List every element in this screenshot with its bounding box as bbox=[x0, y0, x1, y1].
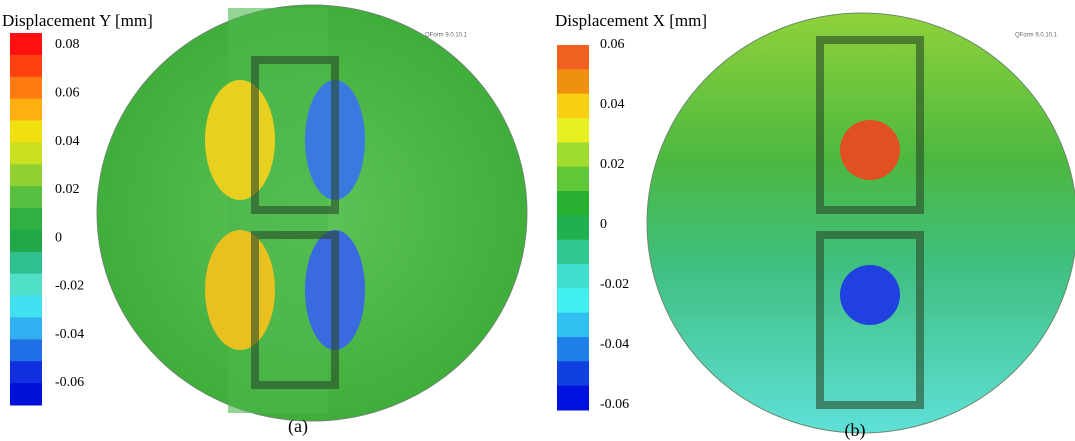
legend-label: 0.06 bbox=[55, 86, 80, 101]
colorbar-band bbox=[10, 229, 42, 253]
legend-label: 0.02 bbox=[55, 182, 80, 197]
colorbar-band bbox=[10, 142, 42, 165]
colorbar-band bbox=[10, 164, 42, 187]
legend-label: 0.08 bbox=[55, 37, 80, 52]
colorbar-band bbox=[557, 93, 589, 119]
watermark: QForm 9.0.10.1 bbox=[1015, 33, 1058, 39]
colorbar-band bbox=[10, 33, 42, 56]
legend-label: -0.04 bbox=[600, 337, 629, 352]
colorbar-band bbox=[557, 166, 589, 192]
legend-label: 0.04 bbox=[55, 134, 80, 149]
colorbar-band bbox=[10, 383, 42, 406]
caption: (b) bbox=[845, 420, 866, 441]
colorbar-band bbox=[557, 69, 589, 95]
colorbar-band bbox=[10, 54, 42, 78]
caption: (a) bbox=[288, 416, 308, 437]
legend-label: -0.04 bbox=[55, 327, 84, 342]
watermark: QForm 9.0.10.1 bbox=[425, 33, 468, 39]
colorbar-band bbox=[557, 361, 589, 387]
colorbar-band bbox=[10, 339, 42, 362]
panel-title: Displacement Y [mm] bbox=[2, 11, 153, 30]
legend-label: 0.02 bbox=[600, 157, 625, 172]
colorbar-band bbox=[10, 186, 42, 209]
legend-label: -0.02 bbox=[55, 279, 84, 294]
colorbar-band bbox=[10, 208, 42, 231]
legend-label: 0 bbox=[55, 230, 62, 245]
colorbar-band bbox=[557, 191, 589, 216]
legend-label: -0.02 bbox=[600, 277, 629, 292]
colorbar-band bbox=[557, 312, 589, 338]
colorbar-band bbox=[10, 361, 42, 384]
colorbar-band bbox=[557, 142, 589, 168]
legend-label: -0.06 bbox=[600, 397, 629, 412]
colorbar-band bbox=[557, 288, 589, 314]
disk-b bbox=[646, 12, 1075, 434]
legend-label: 0.06 bbox=[600, 37, 625, 52]
colorbar-band bbox=[557, 337, 589, 362]
panel-title: Displacement X [mm] bbox=[555, 11, 707, 30]
colorbar-band bbox=[10, 120, 42, 143]
colorbar-band bbox=[10, 251, 42, 275]
colorbar-band bbox=[10, 295, 42, 318]
colorbar-band bbox=[557, 45, 589, 70]
colorbar-band bbox=[557, 239, 589, 265]
colorbar-band bbox=[557, 118, 589, 143]
colorbar-band bbox=[557, 215, 589, 241]
colorbar-band bbox=[10, 98, 42, 122]
legend-label: -0.06 bbox=[55, 375, 84, 390]
disk-a bbox=[96, 4, 528, 422]
legend-label: 0 bbox=[600, 217, 607, 232]
colorbar-band bbox=[10, 76, 42, 100]
legend-label: 0.04 bbox=[600, 97, 625, 112]
colorbar-band bbox=[557, 264, 589, 289]
colorbar-band bbox=[10, 317, 42, 340]
colorbar-band bbox=[557, 385, 589, 411]
colorbar-band bbox=[10, 273, 42, 297]
